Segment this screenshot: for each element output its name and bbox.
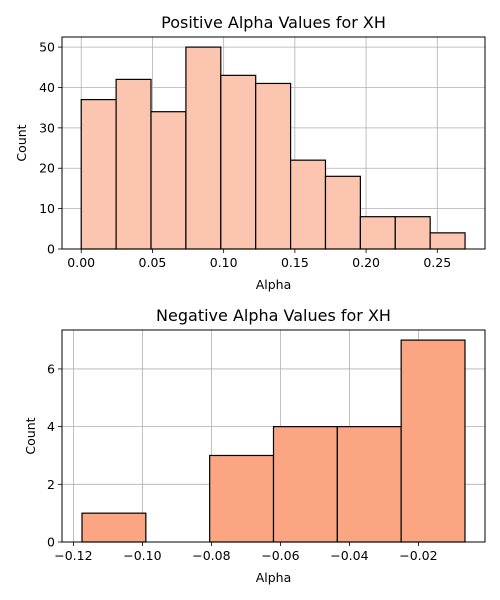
positive-alpha-histogram: Positive Alpha Values for XH Alpha Count… — [14, 13, 486, 292]
histogram-bar — [289, 159, 327, 250]
x-tick-label: −0.12 — [54, 548, 92, 563]
axes-frame — [61, 329, 486, 543]
chart-title: Positive Alpha Values for XH — [161, 13, 386, 32]
x-tick-label: 0.25 — [423, 255, 451, 270]
histogram-bar — [400, 339, 466, 543]
y-axis-label: Count — [23, 417, 38, 454]
x-tick-label: −0.10 — [123, 548, 161, 563]
bars — [81, 339, 466, 543]
histogram-bar — [80, 98, 117, 250]
histogram-bar — [81, 512, 147, 543]
y-tick-label: 20 — [39, 161, 55, 176]
chart-title: Negative Alpha Values for XH — [156, 306, 391, 325]
x-tick-label: 0.05 — [139, 255, 167, 270]
x-tick-label: −0.08 — [192, 548, 230, 563]
ticks: 0.00 0.05 0.10 0.15 0.20 0.25 0 10 20 30 40 50 — [39, 40, 451, 270]
y-axis-label: Count — [14, 124, 29, 161]
y-tick-label: 40 — [39, 80, 55, 95]
x-tick-label: −0.02 — [399, 548, 437, 563]
x-axis-label: Alpha — [256, 277, 292, 292]
histogram-bar — [220, 74, 257, 250]
histogram-bar — [429, 232, 466, 250]
histogram-bar — [255, 82, 292, 250]
histogram-bar — [209, 454, 275, 543]
histogram-bar — [324, 175, 361, 250]
x-tick-label: 0.15 — [281, 255, 309, 270]
x-tick-label: 0.00 — [67, 255, 95, 270]
histogram-bar — [185, 46, 222, 250]
x-tick-label: 0.10 — [210, 255, 238, 270]
y-tick-label: 30 — [39, 120, 55, 135]
x-tick-label: −0.04 — [330, 548, 368, 563]
axes-frame — [61, 36, 486, 250]
histogram-bar — [394, 216, 431, 250]
y-tick-label: 50 — [39, 40, 55, 55]
y-tick-label: 0 — [47, 535, 55, 550]
y-tick-label: 4 — [47, 419, 55, 434]
histogram-bar — [336, 426, 402, 543]
y-tick-label: 2 — [47, 477, 55, 492]
histogram-bar — [359, 216, 396, 250]
x-axis-label: Alpha — [256, 570, 292, 585]
y-tick-label: 10 — [39, 201, 55, 216]
histogram-bar — [115, 78, 152, 250]
y-tick-label: 6 — [47, 361, 55, 376]
x-tick-label: −0.06 — [261, 548, 299, 563]
bars — [80, 46, 466, 250]
histogram-bar — [272, 426, 338, 543]
negative-alpha-histogram: Negative Alpha Values for XH Alpha Count… — [23, 306, 486, 585]
y-tick-label: 0 — [47, 242, 55, 257]
histogram-bar — [150, 111, 187, 250]
x-tick-label: 0.20 — [352, 255, 380, 270]
ticks: −0.12 −0.10 −0.08 −0.06 −0.04 −0.02 0 2 4 6 — [47, 361, 438, 563]
